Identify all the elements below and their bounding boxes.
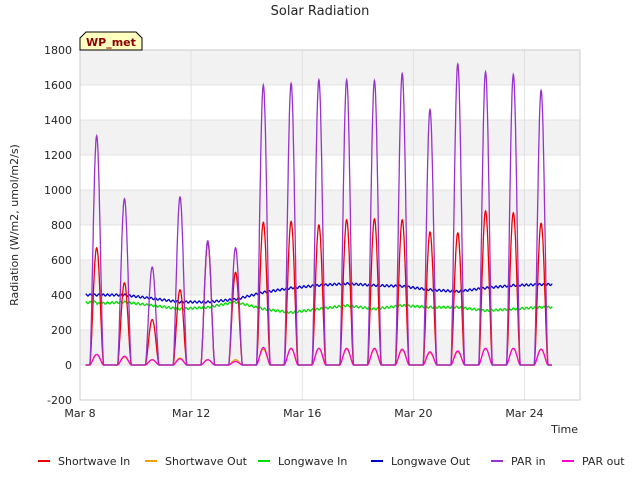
series-line-par-in <box>85 61 552 366</box>
y-tick-label: 600 <box>51 254 72 267</box>
plot-band <box>80 120 580 155</box>
wp-met-badge: WP_met <box>79 31 143 51</box>
plot-band <box>80 225 580 260</box>
y-tick-label: 1400 <box>44 114 72 127</box>
legend-item: Longwave Out <box>371 455 471 468</box>
plot-band <box>80 260 580 295</box>
legend-label: Shortwave Out <box>165 455 248 468</box>
series-line-longwave-in <box>85 300 553 314</box>
x-axis-title: Time <box>550 423 578 436</box>
legend: Shortwave In Shortwave Out Longwave In Long… <box>38 455 625 468</box>
legend-label: PAR in <box>511 455 546 468</box>
y-tick-label: 1000 <box>44 184 72 197</box>
legend-item: PAR in <box>491 455 546 468</box>
legend-label: PAR out <box>582 455 625 468</box>
y-tick-label: 1600 <box>44 79 72 92</box>
x-tick-label: Mar 24 <box>505 407 543 420</box>
y-tick-label: 400 <box>51 289 72 302</box>
x-tick-label: Mar 12 <box>172 407 210 420</box>
y-tick-label: 0 <box>65 359 72 372</box>
legend-item: Shortwave Out <box>145 455 248 468</box>
plot-band <box>80 50 580 85</box>
badge-shape <box>79 31 143 51</box>
series-lines <box>85 61 553 366</box>
legend-item: Longwave In <box>258 455 347 468</box>
y-axis-ticks: -200 0 200 400 600 800 1000 1200 1400 1600 1800 <box>44 44 72 407</box>
y-tick-label: 200 <box>51 324 72 337</box>
legend-item: PAR out <box>562 455 625 468</box>
x-tick-label: Mar 20 <box>394 407 432 420</box>
y-tick-label: 1200 <box>44 149 72 162</box>
plot-band <box>80 155 580 190</box>
plot-band <box>80 365 580 400</box>
plot-band <box>80 85 580 120</box>
legend-item: Shortwave In <box>38 455 130 468</box>
x-tick-label: Mar 8 <box>64 407 95 420</box>
badge-label: WP_met <box>86 36 136 49</box>
plot-band <box>80 295 580 330</box>
x-axis-ticks: Mar 8 Mar 12 Mar 16 Mar 20 Mar 24 <box>64 407 543 420</box>
x-tick-label: Mar 16 <box>283 407 321 420</box>
y-tick-label: 800 <box>51 219 72 232</box>
y-tick-label: -200 <box>47 394 72 407</box>
legend-label: Longwave Out <box>391 455 471 468</box>
plot-band <box>80 330 580 365</box>
y-tick-label: 1800 <box>44 44 72 57</box>
series-line-longwave-out <box>85 282 553 304</box>
plot-background <box>80 50 580 400</box>
legend-label: Shortwave In <box>58 455 130 468</box>
plot-frame <box>79 49 581 401</box>
chart-title: Solar Radiation <box>271 4 370 19</box>
legend-label: Longwave In <box>278 455 347 468</box>
plot-band <box>80 190 580 225</box>
y-axis-title: Radiation (W/m2, umol/m2/s) <box>8 144 21 306</box>
